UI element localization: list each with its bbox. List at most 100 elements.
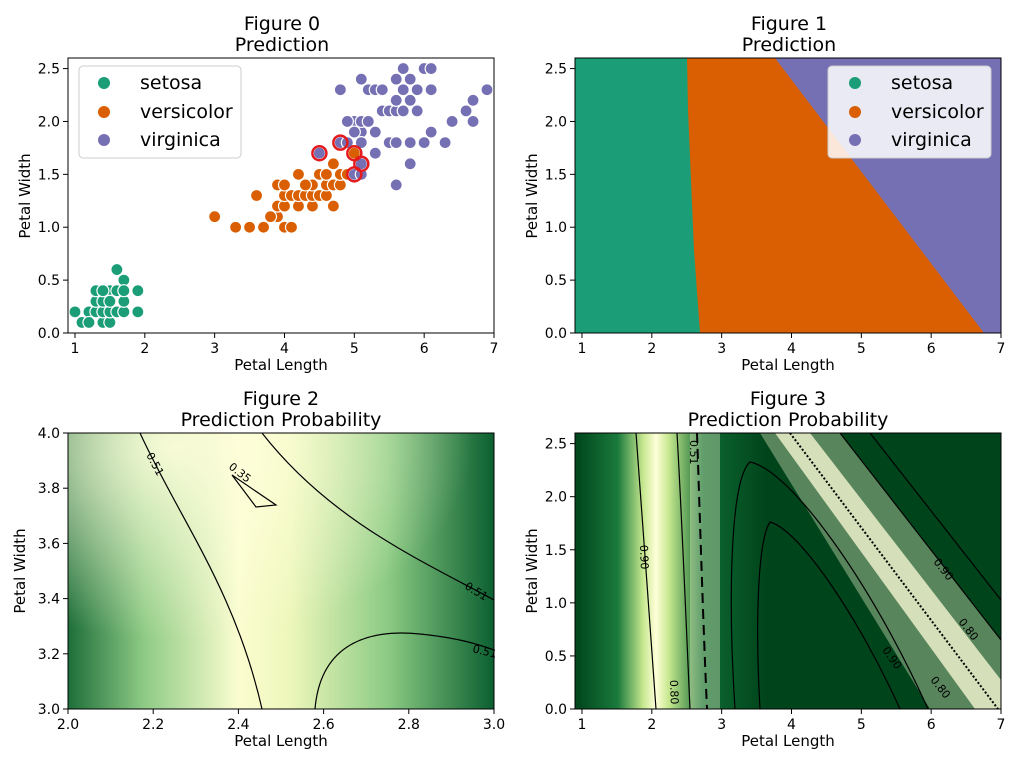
contour-label: 0.80 [667, 680, 681, 705]
legend-marker-setosa [849, 77, 861, 89]
x-tick-label: 2.0 [57, 717, 79, 733]
point-highlighted [311, 144, 328, 162]
contour-line-051-upper-right [261, 433, 494, 601]
legend-label-virginica: virginica [891, 129, 972, 151]
y-tick-label: 3.6 [38, 536, 60, 552]
point-virginica [424, 61, 438, 76]
point-virginica [466, 114, 480, 129]
legend-marker-setosa [98, 77, 110, 89]
probability-highlight [68, 433, 494, 709]
point-virginica [368, 125, 382, 139]
point-virginica [389, 178, 403, 192]
x-tick-label: 2.2 [142, 717, 164, 733]
x-tick-label: 2 [647, 341, 656, 357]
figure-0-xlabel: Petal Length [234, 356, 328, 374]
y-tick-label: 4.0 [38, 426, 60, 442]
legend-marker-versicolor [98, 106, 110, 118]
contour-line-090-left [635, 433, 657, 709]
contour-label: 0.51 [471, 642, 498, 661]
figure-3-probability-contour: Figure 3 Prediction Probability 0.51 0.9… [523, 388, 1005, 750]
x-tick-label: 3 [717, 717, 726, 733]
y-tick-label: 0.0 [545, 702, 567, 718]
y-tick-label: 1.5 [545, 167, 567, 183]
x-tick-label: 7 [490, 341, 499, 357]
contour-line-080-inner [730, 461, 929, 709]
figure-2-title: Figure 2 [243, 388, 319, 410]
contour-line-051 [696, 433, 708, 709]
x-tick-label: 3 [717, 341, 726, 357]
y-tick-label: 1.5 [38, 167, 60, 183]
y-tick-label: 2.5 [545, 62, 567, 78]
point-versicolor [291, 167, 306, 181]
point-virginica [403, 93, 417, 107]
figure-1-xlabel: Petal Length [741, 356, 835, 374]
point-setosa [82, 315, 96, 330]
legend-marker-virginica [849, 134, 861, 146]
point-versicolor [326, 199, 340, 213]
x-tick-label: 4 [280, 341, 289, 357]
x-tick-label: 1 [578, 341, 587, 357]
figure-0-legend: setosa versicolor virginica [78, 65, 242, 159]
point-versicolor [284, 220, 299, 234]
point-setosa [117, 284, 131, 298]
contour-line-090-outer [869, 433, 1001, 601]
x-tick-label: 5 [857, 341, 866, 357]
x-tick-label: 2.6 [312, 717, 334, 733]
figure-3-xlabel: Petal Length [741, 732, 835, 750]
legend-marker-versicolor [849, 106, 861, 118]
figure-3-title: Figure 3 [750, 388, 826, 410]
point-versicolor [249, 188, 264, 203]
point-versicolor [208, 210, 222, 224]
point-highlighted [332, 134, 349, 151]
x-tick-label: 6 [927, 341, 936, 357]
contour-line-051-lower-right [314, 632, 494, 709]
point-virginica [445, 114, 459, 129]
figure-0-ylabel: Petal Width [16, 153, 34, 238]
figure-3-ylabel: Petal Width [523, 528, 541, 613]
figure-0-title: Figure 0 [244, 13, 320, 35]
legend-label-versicolor: versicolor [891, 101, 984, 123]
legend-label-setosa: setosa [891, 72, 953, 94]
point-virginica [438, 136, 452, 150]
x-tick-label: 7 [997, 341, 1006, 357]
point-highlighted [346, 166, 363, 183]
point-virginica [361, 114, 375, 129]
point-setosa [68, 305, 82, 319]
figure-1-title: Figure 1 [751, 13, 827, 35]
point-versicolor [229, 220, 243, 234]
point-virginica [389, 93, 403, 107]
point-virginica [459, 104, 473, 118]
point-virginica [396, 61, 410, 76]
x-tick-label: 2 [647, 717, 656, 733]
figure-2-ylabel: Petal Width [11, 528, 29, 613]
contour-line-035 [231, 474, 278, 508]
contour-line-051-left [139, 433, 263, 709]
x-tick-label: 2.8 [398, 717, 420, 733]
region-setosa [575, 58, 700, 333]
x-tick-label: 7 [997, 717, 1006, 733]
figure-0-subtitle: Prediction [235, 34, 329, 56]
y-tick-label: 0.0 [545, 326, 567, 342]
point-virginica [368, 146, 382, 160]
point-versicolor [298, 178, 313, 192]
y-tick-label: 2.0 [545, 490, 567, 506]
point-setosa [131, 284, 145, 298]
y-tick-label: 2.0 [38, 114, 60, 130]
point-virginica [466, 93, 480, 107]
y-tick-label: 1.5 [545, 543, 567, 559]
y-tick-label: 0.5 [38, 273, 60, 289]
y-tick-label: 3.0 [38, 702, 60, 718]
y-tick-label: 1.0 [545, 596, 567, 612]
point-virginica [389, 136, 403, 150]
figure-2-plot-frame [67, 432, 495, 710]
legend-box [827, 65, 992, 159]
point-virginica [333, 83, 347, 97]
y-tick-label: 1.0 [545, 220, 567, 236]
x-tick-label: 4 [787, 717, 796, 733]
contour-label: 0.51 [687, 440, 700, 465]
point-virginica [410, 83, 424, 97]
x-tick-label: 6 [420, 341, 429, 357]
y-tick-label: 2.5 [545, 437, 567, 453]
point-setosa [96, 284, 110, 298]
